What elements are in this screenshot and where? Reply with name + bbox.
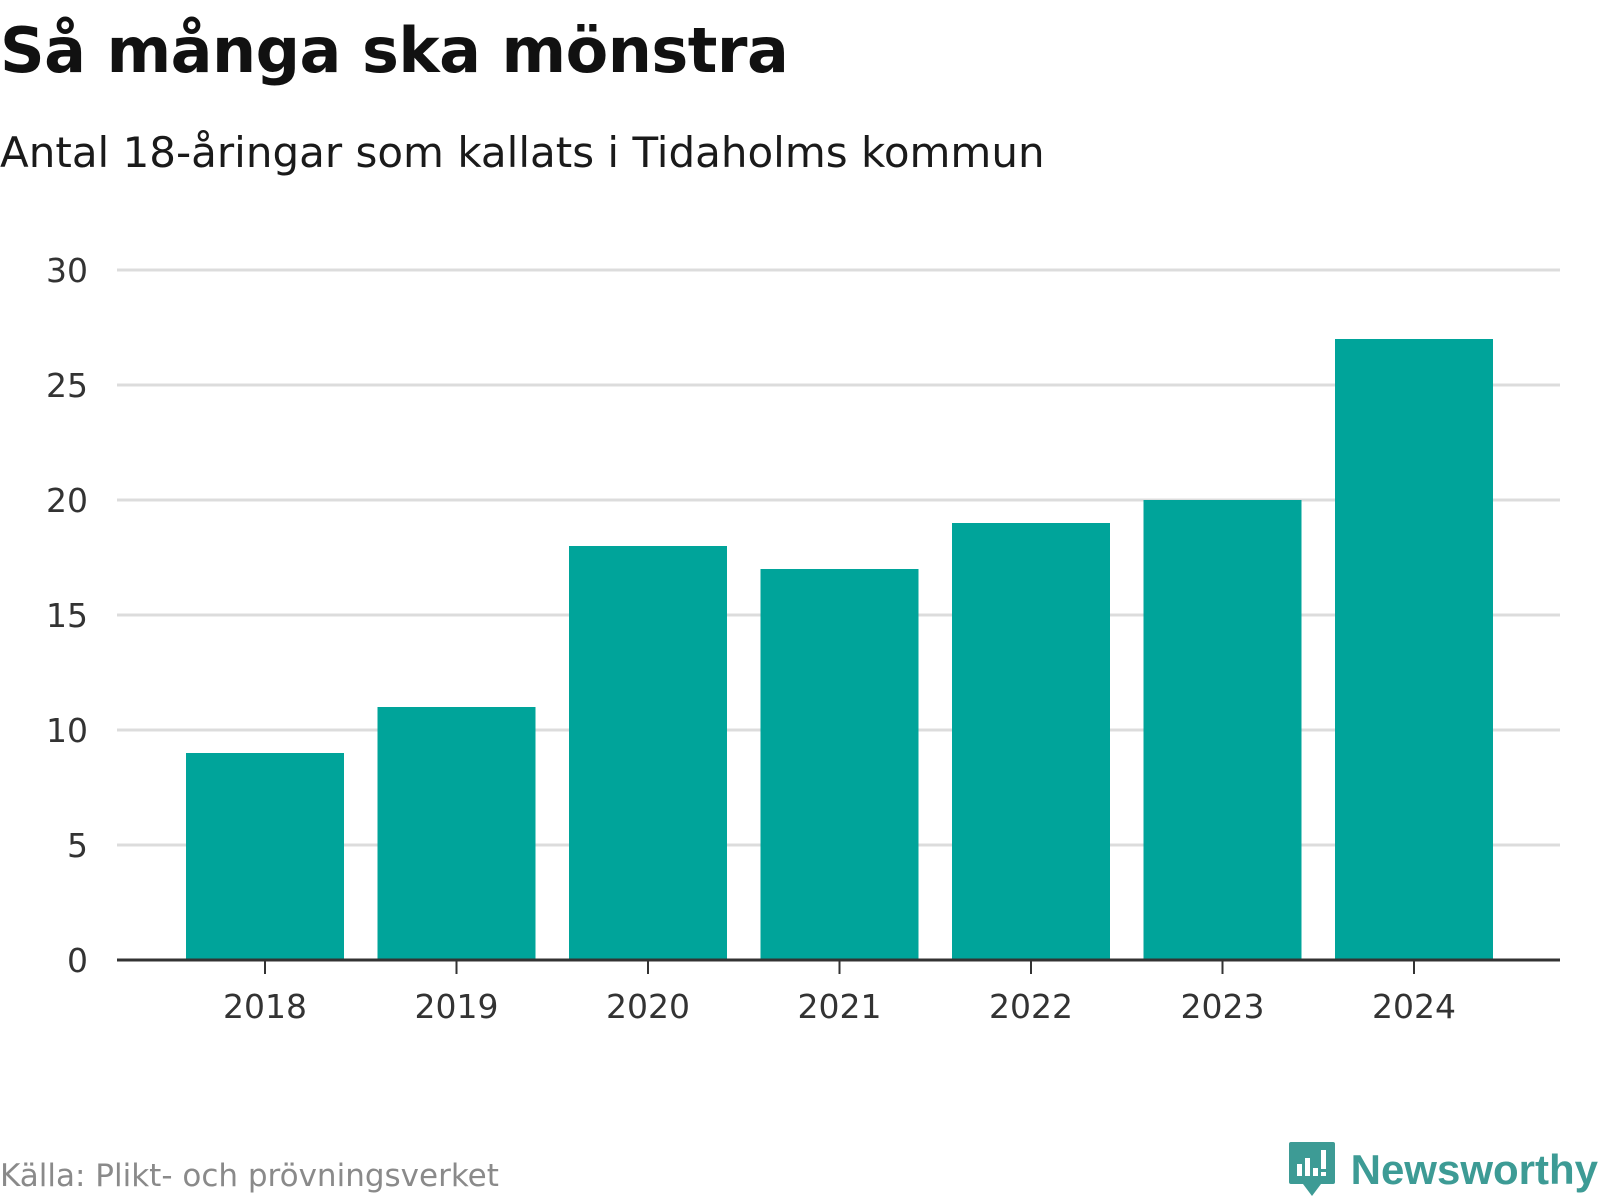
brand-name: Newsworthy bbox=[1350, 1146, 1598, 1193]
bars bbox=[186, 339, 1493, 960]
x-axis: 2018 2019 2020 2021 2022 2023 2024 bbox=[117, 958, 1560, 1026]
x-tick-label: 2021 bbox=[798, 987, 882, 1026]
y-tick-label: 0 bbox=[67, 941, 88, 980]
bar-2020 bbox=[569, 546, 727, 960]
y-tick-label: 5 bbox=[67, 826, 88, 865]
chart-title: Så många ska mönstra bbox=[0, 14, 789, 87]
brand-logo: Newsworthy bbox=[1287, 1140, 1598, 1200]
bar-2024 bbox=[1335, 339, 1493, 960]
bar-2022 bbox=[952, 523, 1110, 960]
y-tick-label: 25 bbox=[46, 366, 88, 405]
y-axis-labels: 0 5 10 15 20 25 30 bbox=[46, 251, 88, 980]
x-tick-label: 2018 bbox=[223, 987, 307, 1026]
y-tick-label: 20 bbox=[46, 481, 88, 520]
bar-2023 bbox=[1143, 500, 1302, 960]
bar-chart: 2018 2019 2020 2021 2022 2023 2024 0 5 10 15 20 25 3… bbox=[46, 251, 1560, 1026]
bar-2018 bbox=[186, 753, 344, 960]
y-tick-label: 15 bbox=[46, 596, 88, 635]
bar-2019 bbox=[377, 707, 536, 960]
bar-chart-speech-bubble-icon bbox=[1288, 1142, 1335, 1196]
source-note: Källa: Plikt- och prövningsverket bbox=[0, 1158, 499, 1194]
bar-2021 bbox=[760, 569, 919, 960]
x-tick-label: 2022 bbox=[989, 987, 1073, 1026]
x-tick-label: 2023 bbox=[1181, 987, 1265, 1026]
y-tick-label: 30 bbox=[46, 251, 88, 290]
chart-subtitle: Antal 18-åringar som kallats i Tidaholms… bbox=[0, 128, 1045, 177]
x-tick-label: 2024 bbox=[1372, 987, 1456, 1026]
y-tick-label: 10 bbox=[46, 711, 88, 750]
x-tick-label: 2020 bbox=[606, 987, 690, 1026]
x-tick-label: 2019 bbox=[415, 987, 499, 1026]
